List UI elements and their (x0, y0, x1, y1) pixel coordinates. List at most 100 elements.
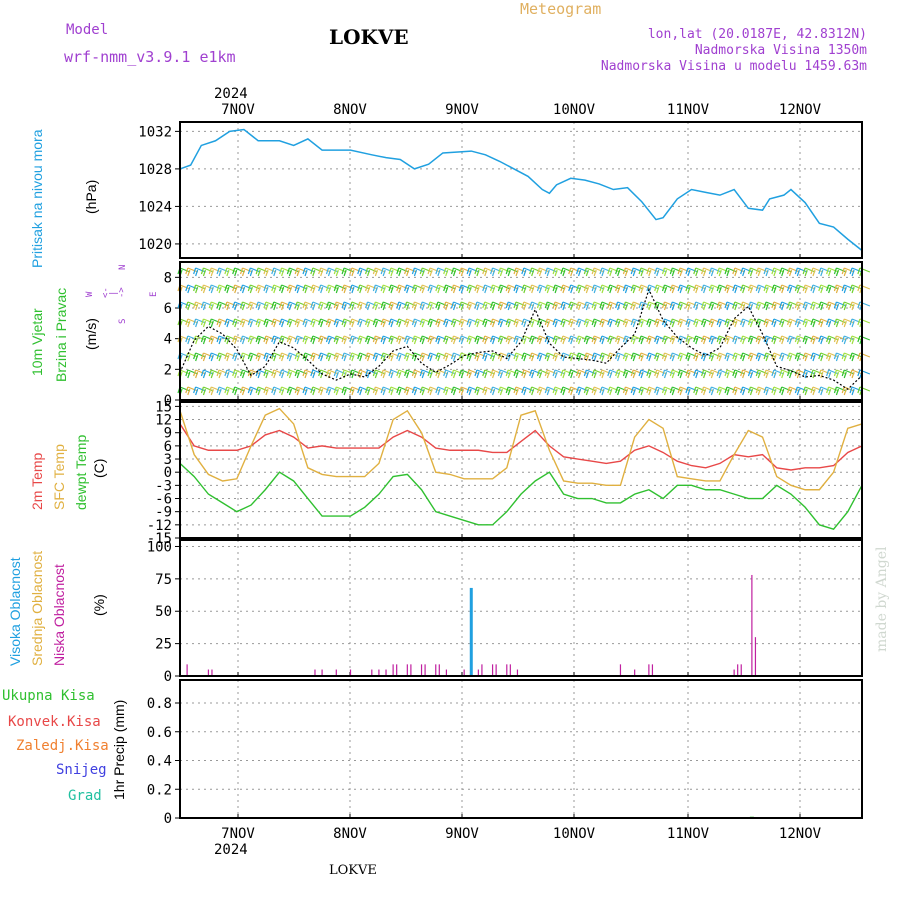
wind-barb (490, 318, 503, 328)
wind-barb (443, 318, 456, 328)
compass-left-arrow: <- (101, 287, 111, 298)
wind-barb (232, 318, 245, 328)
coords-label: lon,lat (20.0187E, 42.8312N) (648, 27, 867, 42)
wind-barb (419, 352, 433, 362)
wind-barb (450, 301, 464, 311)
wind-barb (521, 284, 535, 294)
wind-barb (333, 369, 347, 379)
wind-barb (740, 386, 753, 396)
wind-barb (724, 352, 738, 362)
wind-barb (724, 386, 738, 396)
top-day-label: 12NOV (779, 102, 822, 118)
wind-barb (685, 284, 699, 294)
wind-barb (716, 318, 730, 328)
wind-barb (224, 284, 238, 294)
bottom-day-label: 11NOV (667, 826, 710, 842)
wind-barb (685, 267, 699, 277)
wind-barb (708, 318, 722, 328)
wind-barb (849, 318, 863, 328)
wind-barb (200, 301, 214, 311)
wind-barb (716, 369, 730, 379)
wind-barb (458, 318, 472, 328)
wind-barb (607, 335, 621, 345)
wind-barb (826, 301, 839, 311)
wind-barb (552, 318, 566, 328)
top-day-label: 9NOV (445, 102, 479, 118)
wind-barb (755, 335, 769, 345)
wind-barb (755, 284, 769, 294)
wind-barb (474, 318, 488, 328)
wind-barb (857, 301, 871, 311)
wind-barb (482, 386, 495, 396)
wind-barb (497, 301, 511, 311)
wind-barb (208, 267, 222, 277)
wind-barb (654, 369, 667, 379)
wind-barb (654, 284, 667, 294)
wind-barb (372, 352, 386, 362)
wind-barb (786, 386, 800, 396)
compass-bar: | (109, 291, 119, 296)
wind-barb (779, 267, 792, 277)
wind-barb (380, 284, 394, 294)
wind-barb (185, 284, 199, 294)
wind-barb (325, 352, 339, 362)
wind-barb (185, 369, 199, 379)
temp-tick-label-9: -12 (147, 518, 172, 534)
wind-barb (693, 284, 706, 294)
temp2m-line (179, 423, 863, 471)
wind-barb (833, 369, 847, 379)
wind-barb (544, 301, 558, 311)
wind-barb (357, 301, 370, 311)
wind-barb (333, 386, 347, 396)
wind-barb (646, 318, 660, 328)
wind-barb (638, 352, 652, 362)
wind-barb (724, 335, 738, 345)
wind-barb (716, 335, 730, 345)
wind-barb (193, 369, 206, 379)
wind-barb (693, 369, 706, 379)
wind-barb (450, 318, 464, 328)
wind-barb (505, 369, 519, 379)
wind-barb (325, 318, 339, 328)
wind-barb (552, 335, 566, 345)
wind-barb (661, 335, 675, 345)
wind-barb (490, 284, 503, 294)
wind-barb (536, 284, 550, 294)
wind-barb (443, 301, 456, 311)
wind-barb (630, 335, 644, 345)
wind-barb (677, 267, 691, 277)
wind-barb (490, 369, 503, 379)
wind-barb (302, 318, 316, 328)
wind-barb (357, 369, 370, 379)
cloud-frame (179, 539, 863, 677)
low-cloud-bar (754, 637, 757, 676)
meteogram-title: Meteogram (520, 0, 601, 18)
wind-barb (325, 267, 339, 277)
wind-barb (521, 352, 535, 362)
wind-barb (443, 284, 456, 294)
wind-barb (849, 267, 863, 277)
wind-barb (232, 352, 245, 362)
wind-label-1: 10m Vjetar (29, 308, 45, 376)
wind-barb (708, 369, 722, 379)
wind-barb (786, 301, 800, 311)
temp-tick-label-3: 6 (164, 439, 172, 455)
wind-barb (536, 267, 550, 277)
wind-label-2: Brzina i Pravac (53, 288, 69, 382)
pressure-tick-label-2: 1024 (138, 199, 172, 215)
wind-barb (732, 369, 746, 379)
wind-barb (466, 369, 480, 379)
wind-barb (568, 335, 581, 345)
cloud-unit: (%) (91, 594, 107, 616)
wind-barb (833, 335, 847, 345)
wind-barb (786, 318, 800, 328)
wind-barb (818, 335, 832, 345)
wind-barb (826, 335, 839, 345)
wind-barb (247, 352, 261, 362)
wind-barb (794, 335, 808, 345)
low-cloud-bar (445, 669, 448, 676)
bottom-day-label: 8NOV (333, 826, 367, 842)
wind-barb (279, 352, 292, 362)
wind-barb (286, 335, 300, 345)
wind-barb (388, 386, 402, 396)
